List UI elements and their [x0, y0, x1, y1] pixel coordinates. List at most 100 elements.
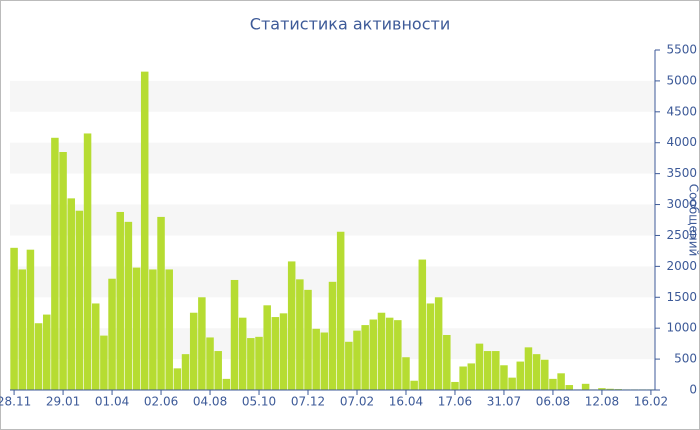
x-tick-label: 16.04: [389, 395, 423, 409]
bar: [508, 377, 516, 390]
bar: [108, 278, 116, 390]
bar: [255, 336, 263, 390]
bar: [492, 351, 500, 390]
bar: [247, 338, 255, 390]
bar: [10, 247, 18, 390]
bar: [198, 297, 206, 390]
bar: [91, 303, 100, 390]
x-tick-label: 07.02: [340, 395, 374, 409]
bar: [42, 314, 51, 390]
bar: [263, 305, 271, 390]
x-tick-label: 12.08: [585, 395, 619, 409]
bar: [26, 249, 35, 390]
bar: [516, 361, 525, 390]
bar: [75, 210, 84, 390]
bar: [287, 261, 296, 390]
x-tick-label: 02.06: [144, 395, 178, 409]
y-tick-label: 2500: [666, 228, 697, 242]
y-tick-label: 3000: [666, 197, 697, 211]
bar: [483, 351, 492, 390]
x-tick-label: 05.10: [242, 395, 276, 409]
bar: [410, 380, 418, 390]
y-tick-label: 1500: [666, 290, 697, 304]
y-tick-label: 5500: [666, 43, 697, 57]
bar: [132, 267, 141, 390]
y-axis-title: Сообщений: [687, 184, 700, 257]
bar: [402, 357, 410, 390]
x-tick-label: 29.01: [46, 395, 80, 409]
bar: [426, 303, 435, 390]
bar: [336, 231, 345, 390]
bar: [312, 328, 320, 390]
bar: [222, 378, 231, 390]
x-tick-label: 07.12: [291, 395, 325, 409]
chart-title: Статистика активности: [250, 15, 450, 34]
bar: [100, 335, 108, 390]
grid-band: [10, 80, 655, 112]
bar: [385, 317, 394, 390]
bar: [140, 71, 149, 391]
bar: [541, 359, 549, 390]
y-tick-label: 3500: [666, 166, 697, 180]
bar: [565, 385, 574, 390]
bar: [238, 317, 247, 390]
bar: [532, 354, 541, 390]
bar: [149, 269, 157, 390]
bar: [377, 312, 386, 390]
bar: [443, 334, 451, 390]
bar: [467, 363, 476, 390]
x-tick-label: 04.08: [193, 395, 227, 409]
bar: [157, 216, 165, 390]
bar: [279, 313, 288, 390]
x-tick-label: 16.02: [634, 395, 668, 409]
bar: [369, 319, 378, 390]
x-tick-label: 01.04: [95, 395, 129, 409]
bar: [230, 279, 239, 390]
bar: [67, 198, 75, 390]
bar: [34, 323, 43, 390]
bar: [206, 337, 214, 390]
x-tick-label: 17.06: [438, 395, 472, 409]
bar: [181, 354, 190, 390]
bar: [581, 383, 590, 390]
grid-band: [10, 204, 655, 236]
bar: [459, 366, 467, 390]
bar: [418, 259, 427, 390]
bar: [606, 388, 614, 390]
bar: [524, 347, 533, 390]
bar: [500, 365, 508, 390]
bar: [475, 343, 484, 390]
bar: [116, 211, 124, 390]
y-tick-label: 5000: [666, 73, 697, 87]
y-tick-label: 4500: [666, 104, 697, 118]
bar: [345, 341, 353, 390]
bar: [304, 289, 312, 390]
y-tick-label: 2000: [666, 259, 697, 273]
bar: [214, 351, 222, 390]
bar: [124, 221, 133, 390]
bar: [451, 381, 459, 390]
bar: [189, 312, 198, 390]
bar: [173, 368, 182, 390]
bar: [361, 325, 369, 390]
bar: [320, 332, 329, 390]
y-tick-label: 500: [674, 352, 697, 366]
bar: [328, 281, 337, 390]
x-tick-label: 31.07: [487, 395, 521, 409]
grid-band: [10, 142, 655, 174]
bar: [598, 388, 606, 390]
bar: [434, 297, 443, 390]
x-tick-label: 28.11: [0, 395, 31, 409]
y-tick-label: 0: [689, 383, 697, 397]
bar: [271, 317, 280, 390]
bar: [353, 330, 361, 390]
bar: [165, 269, 173, 390]
bar: [557, 373, 565, 390]
x-tick-label: 06.08: [536, 395, 570, 409]
bar: [394, 320, 402, 390]
y-tick-label: 4000: [666, 135, 697, 149]
bar: [83, 133, 92, 391]
bar: [549, 378, 557, 390]
